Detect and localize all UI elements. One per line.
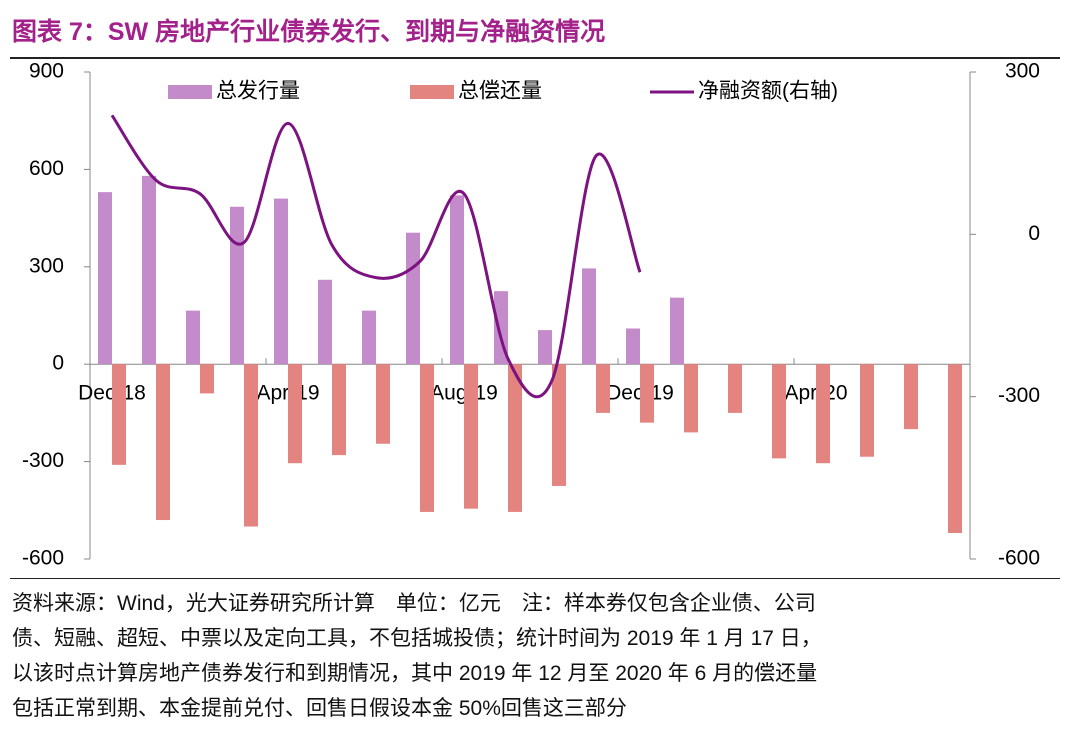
bar [112, 364, 126, 465]
bar [596, 364, 610, 413]
bar [816, 364, 830, 464]
bar [318, 279, 332, 365]
bar [362, 310, 376, 365]
bar [508, 364, 522, 512]
footnote-line: 债、短融、超短、中票以及定向工具，不包括城投债；统计时间为 2019 年 1 月… [12, 627, 822, 650]
legend-label: 总偿还量 [458, 80, 542, 103]
legend-label: 总发行量 [216, 80, 300, 103]
footnote-line: 资料来源：Wind，光大证券研究所计算 单位：亿元 注：样本券仅包含企业债、公司 [12, 592, 816, 615]
bar [904, 364, 918, 430]
bar [200, 364, 214, 394]
bar [244, 364, 258, 527]
bar [274, 198, 288, 365]
bar [684, 364, 698, 433]
y2-tick-label: 300 [1005, 60, 1040, 83]
footnote-line: 包括正常到期、本金提前兑付、回售日假设本金 50%回售这三部分 [12, 697, 627, 720]
bar [420, 364, 434, 512]
footnote-line: 以该时点计算房地产债券发行和到期情况，其中 2019 年 12 月至 2020 … [12, 662, 818, 685]
bar [406, 232, 420, 365]
bar [772, 364, 786, 459]
chart: -600-3000300600900-600-3000300Dec-18Apr-… [22, 60, 1040, 570]
bar [230, 206, 244, 365]
y-tick-label: 900 [29, 60, 64, 83]
y-tick-label: -600 [22, 547, 64, 570]
legend-swatch [410, 85, 454, 99]
bar [464, 364, 478, 509]
legend-label: 净融资额(右轴) [698, 80, 838, 103]
rule [10, 57, 1060, 59]
bar [728, 364, 742, 413]
bar [552, 364, 566, 486]
bar [670, 297, 684, 365]
bar [948, 364, 962, 534]
bar [186, 310, 200, 365]
y-tick-label: -300 [22, 449, 64, 472]
title: 图表 7：SW 房地产行业债券发行、到期与净融资情况 [12, 18, 606, 46]
bar [582, 268, 596, 365]
bar [332, 364, 346, 456]
line [110, 114, 642, 399]
bar [538, 330, 552, 365]
y-tick-label: 600 [29, 157, 64, 180]
y2-tick-label: 0 [1028, 222, 1040, 245]
bar [288, 364, 302, 464]
y-tick-label: 300 [29, 254, 64, 277]
rule [10, 578, 1060, 579]
bar [450, 195, 464, 365]
y2-tick-label: -600 [998, 547, 1040, 570]
bar [98, 192, 112, 365]
bar [156, 364, 170, 521]
bar [860, 364, 874, 457]
footnote: 资料来源：Wind，光大证券研究所计算 单位：亿元 注：样本券仅包含企业债、公司… [12, 586, 822, 726]
legend-swatch [168, 85, 212, 99]
y-tick-label: 0 [52, 352, 64, 375]
bar [376, 364, 390, 444]
bar [626, 328, 640, 365]
bar [142, 175, 156, 365]
bar [640, 364, 654, 423]
y2-tick-label: -300 [998, 384, 1040, 407]
